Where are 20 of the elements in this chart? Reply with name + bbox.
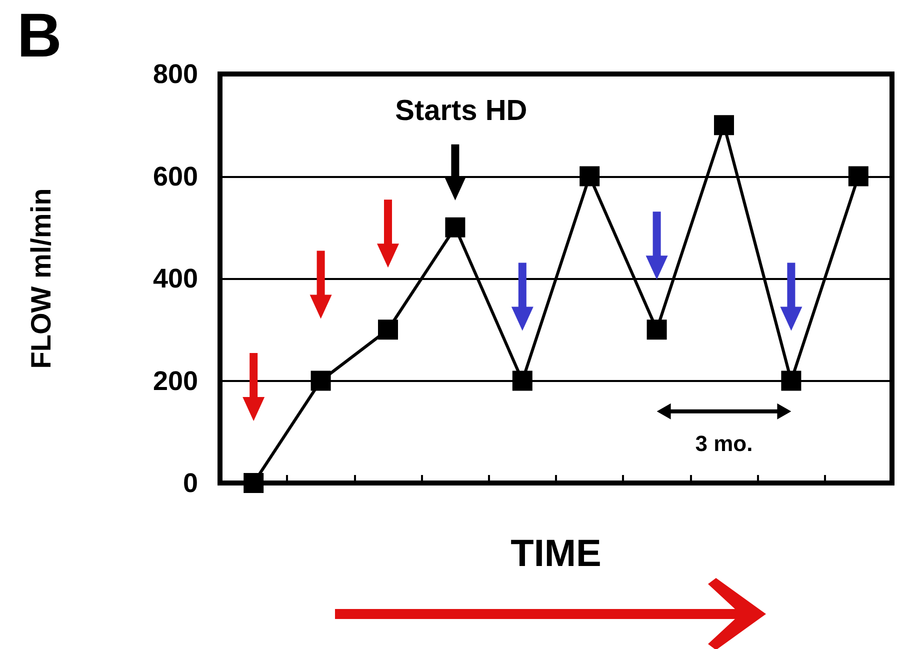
y-tick-label: 200 xyxy=(152,366,198,396)
y-axis-title: FLOW ml/min xyxy=(26,188,56,369)
point xyxy=(580,166,600,186)
y-tick-label: 400 xyxy=(152,264,198,294)
annotation: 3 mo. xyxy=(695,431,753,458)
chart-title: B xyxy=(17,2,62,70)
point xyxy=(310,370,331,391)
point xyxy=(781,370,802,391)
y-tick-label: 0 xyxy=(182,468,198,498)
point xyxy=(848,166,868,186)
point xyxy=(244,473,264,493)
x-axis-title: TIME xyxy=(510,533,602,575)
y-tick-label: 800 xyxy=(152,59,198,89)
annotation: Starts HD xyxy=(395,95,528,128)
point xyxy=(445,217,466,238)
point xyxy=(714,115,734,136)
y-tick-label: 600 xyxy=(152,161,198,192)
point xyxy=(378,320,398,340)
point xyxy=(646,320,667,340)
point xyxy=(512,370,532,391)
